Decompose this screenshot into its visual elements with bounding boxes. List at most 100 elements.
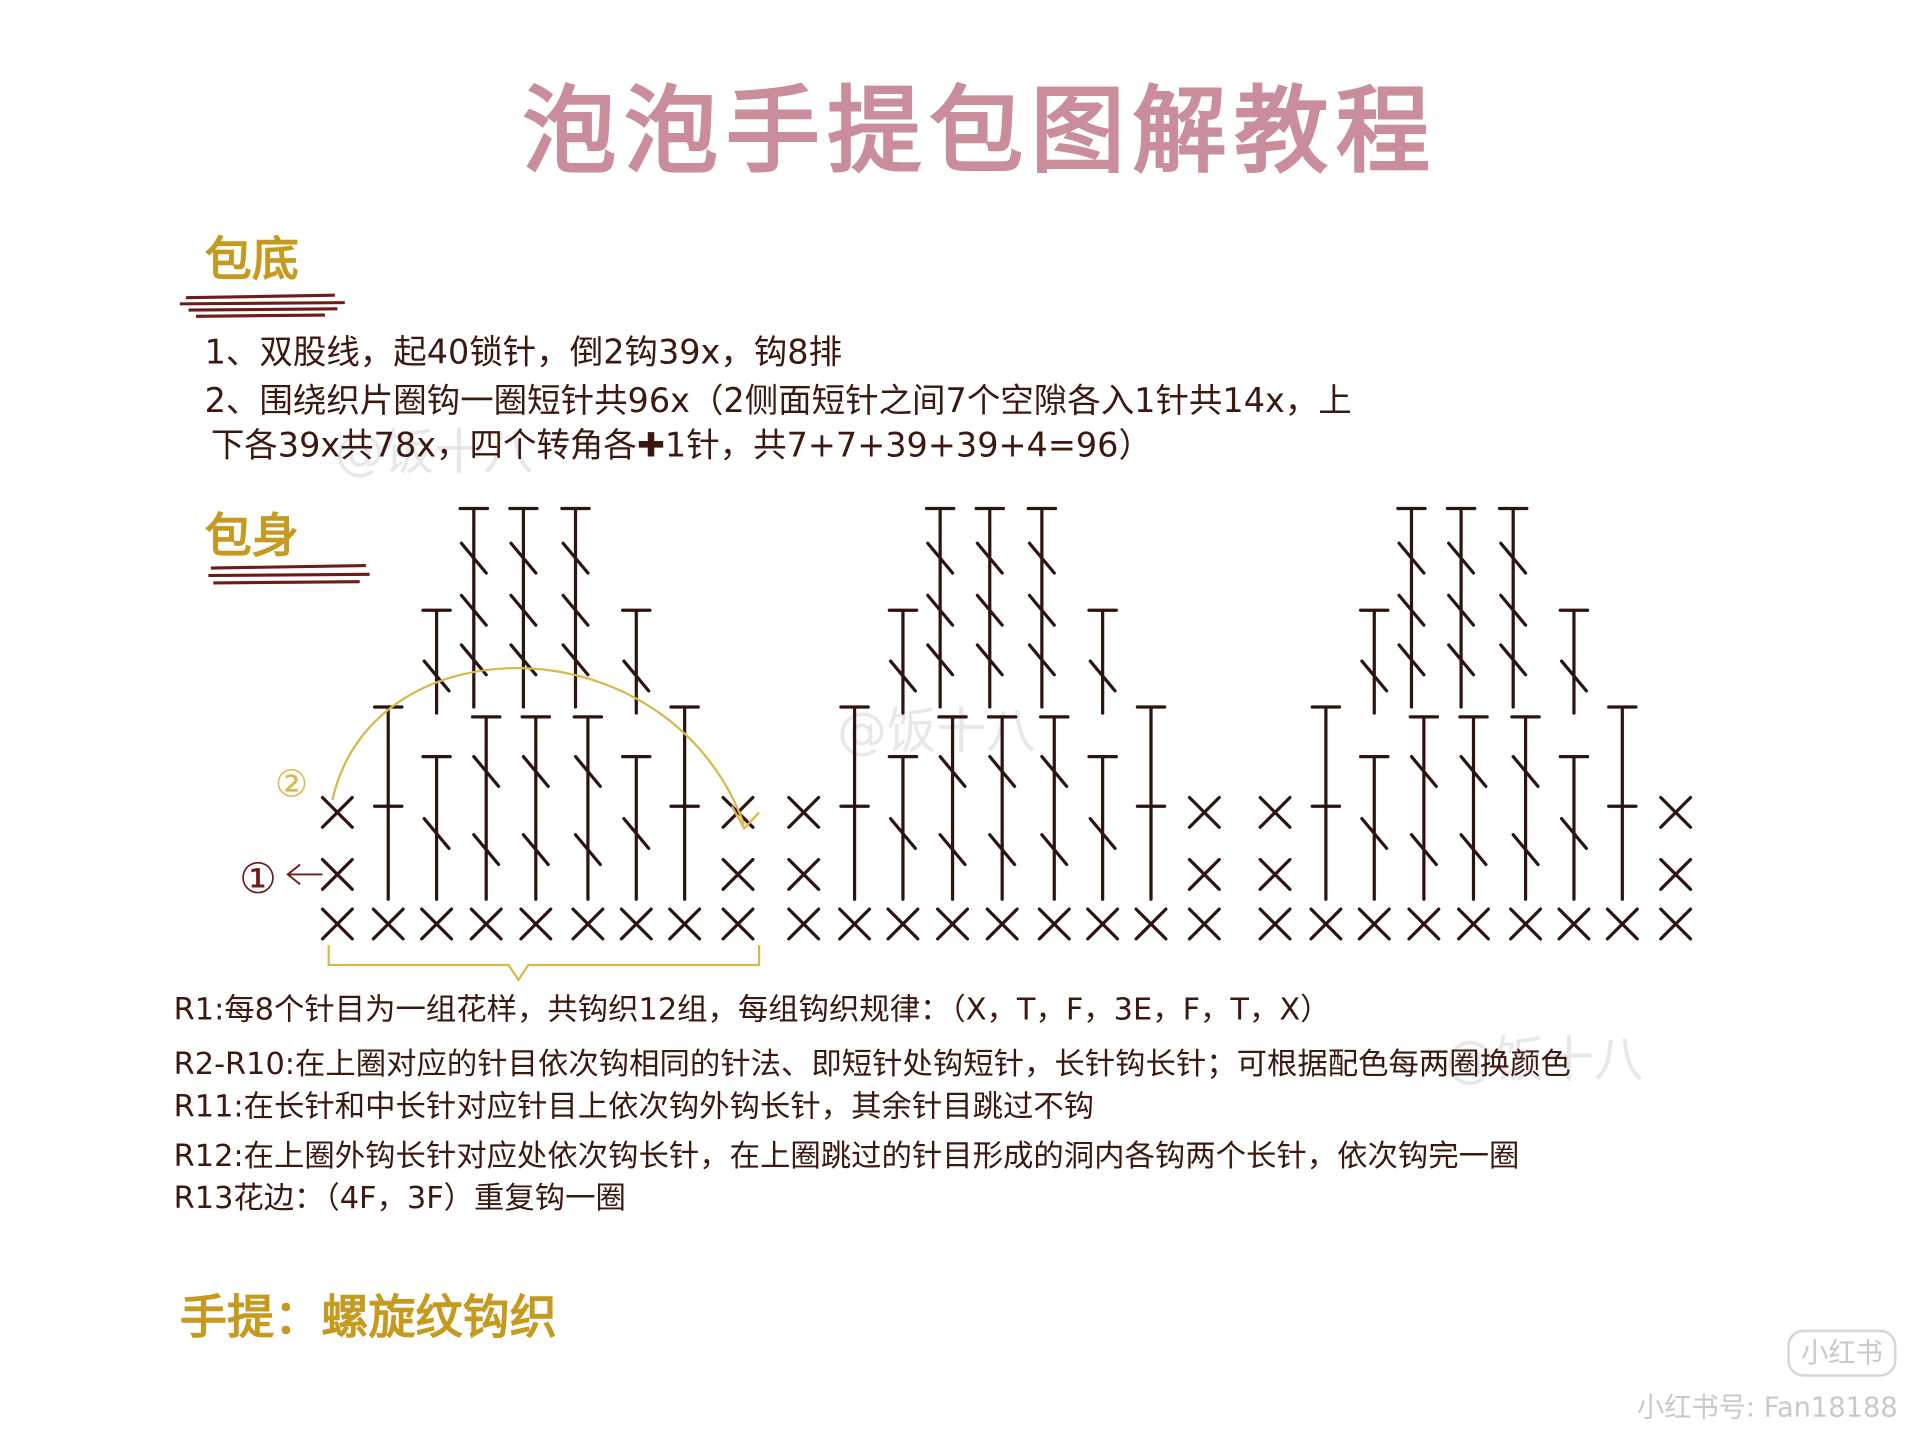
post-stitch bbox=[887, 608, 919, 715]
round-label: ② bbox=[275, 761, 308, 805]
single-crochet bbox=[936, 907, 970, 941]
post-stitch bbox=[1510, 715, 1541, 901]
section-heading: 包底 bbox=[205, 232, 299, 287]
single-crochet bbox=[886, 907, 920, 941]
logo: 小红书 bbox=[1801, 1338, 1883, 1369]
single-crochet bbox=[787, 857, 821, 891]
post-stitch bbox=[669, 705, 700, 901]
post-stitch bbox=[937, 715, 968, 901]
post-stitch bbox=[1607, 705, 1638, 901]
post-stitch bbox=[560, 506, 591, 709]
post-stitch bbox=[1135, 705, 1167, 901]
stitch-diagram bbox=[320, 506, 1693, 941]
single-crochet bbox=[1557, 907, 1591, 941]
post-stitch bbox=[1558, 608, 1590, 715]
single-crochet bbox=[1509, 907, 1543, 941]
single-crochet bbox=[1659, 795, 1693, 829]
single-crochet bbox=[721, 907, 755, 941]
post-stitch bbox=[520, 715, 552, 901]
single-crochet bbox=[1037, 907, 1071, 941]
single-crochet bbox=[320, 907, 354, 941]
title: 泡泡手提包图解教程 bbox=[522, 78, 1437, 187]
post-stitch bbox=[1445, 506, 1477, 709]
single-crochet bbox=[619, 907, 653, 941]
heading-underline bbox=[208, 564, 370, 585]
watermark: @饭十八 bbox=[1445, 1031, 1643, 1089]
post-stitch bbox=[621, 754, 652, 901]
single-crochet bbox=[1407, 907, 1441, 941]
post-stitch bbox=[1039, 715, 1070, 901]
section-heading: 手提：螺旋纹钩织 bbox=[180, 1290, 557, 1345]
heading-underline bbox=[179, 293, 345, 318]
post-stitch bbox=[924, 506, 956, 709]
round-instruction: R12:在上圈外钩长针对应处依次钩长针，在上圈跳过的针目形成的洞内各钩两个长针，… bbox=[174, 1139, 1520, 1174]
single-crochet bbox=[420, 907, 454, 941]
single-crochet bbox=[985, 907, 1019, 941]
post-stitch bbox=[974, 506, 1006, 709]
round-instruction: R2-R10:在上圈对应的针目依次钩相同的针法、即短针处钩短针，长针钩长针；可根… bbox=[174, 1047, 1571, 1082]
arrow bbox=[286, 863, 323, 886]
single-crochet bbox=[1456, 907, 1490, 941]
single-crochet bbox=[1258, 907, 1292, 941]
single-crochet bbox=[1086, 907, 1120, 941]
round-instruction: R11:在长针和中长针对应针目上依次钩外钩长针，其余针目跳过不钩 bbox=[174, 1089, 1094, 1124]
arrow-head bbox=[730, 805, 760, 831]
logo-box bbox=[1787, 1329, 1897, 1377]
single-crochet bbox=[1659, 907, 1693, 941]
post-stitch bbox=[458, 506, 490, 709]
single-crochet bbox=[1357, 907, 1391, 941]
post-stitch bbox=[421, 608, 452, 715]
single-crochet bbox=[1258, 795, 1292, 829]
post-stitch bbox=[1408, 715, 1440, 901]
post-stitch bbox=[621, 608, 652, 715]
text-line: 2、围绕织片圈钩一圈短针共96x（2侧面短针之间7个空隙各入1针共14x，上 bbox=[205, 381, 1352, 420]
post-stitch bbox=[887, 754, 919, 901]
post-stitch bbox=[421, 754, 452, 901]
single-crochet bbox=[571, 907, 605, 941]
post-stitch bbox=[508, 506, 539, 709]
direction-arc bbox=[331, 666, 746, 826]
post-stitch bbox=[839, 705, 870, 901]
post-stitch bbox=[1458, 715, 1489, 901]
single-crochet bbox=[519, 907, 553, 941]
account-watermark: 小红书号: Fan18188 bbox=[1637, 1392, 1898, 1423]
round-instruction: R13花边：（4F，3F）重复钩一圈 bbox=[174, 1181, 626, 1216]
post-stitch bbox=[372, 705, 404, 901]
post-stitch bbox=[572, 715, 604, 901]
single-crochet bbox=[1309, 907, 1343, 941]
post-stitch bbox=[1359, 754, 1390, 901]
text-line: 下各39x共78x，四个转角各✚1针，共7+7+39+39+4=96） bbox=[211, 425, 1152, 464]
watermark: @饭十八 bbox=[837, 702, 1035, 760]
single-crochet bbox=[721, 795, 755, 829]
section-heading: 包身 bbox=[205, 509, 299, 564]
single-crochet bbox=[787, 795, 821, 829]
post-stitch bbox=[1558, 754, 1590, 901]
single-crochet bbox=[469, 907, 503, 941]
single-crochet bbox=[1134, 907, 1168, 941]
round-label: ① bbox=[239, 854, 277, 903]
single-crochet bbox=[1187, 795, 1221, 829]
post-stitch bbox=[1310, 705, 1342, 901]
single-crochet bbox=[838, 907, 872, 941]
single-crochet bbox=[371, 907, 405, 941]
post-stitch bbox=[1359, 608, 1390, 715]
post-stitch bbox=[986, 715, 1018, 901]
single-crochet bbox=[320, 857, 354, 891]
single-crochet bbox=[787, 907, 821, 941]
round-instruction: R1:每8个针目为一组花样，共钩织12组，每组钩织规律：（X，T，F，3E，F，… bbox=[174, 993, 1331, 1028]
repeat-bracket bbox=[327, 945, 761, 982]
text-line: 1、双股线，起40锁针，倒2钩39x，钩8排 bbox=[205, 332, 842, 371]
post-stitch bbox=[1087, 608, 1118, 715]
post-stitch bbox=[1396, 506, 1427, 709]
watermark: @饭十八 bbox=[335, 423, 533, 481]
single-crochet bbox=[1258, 857, 1292, 891]
single-crochet bbox=[668, 907, 702, 941]
post-stitch bbox=[470, 715, 502, 901]
single-crochet bbox=[1659, 857, 1693, 891]
post-stitch bbox=[1497, 506, 1529, 709]
post-stitch bbox=[1026, 506, 1058, 709]
single-crochet bbox=[320, 795, 354, 829]
